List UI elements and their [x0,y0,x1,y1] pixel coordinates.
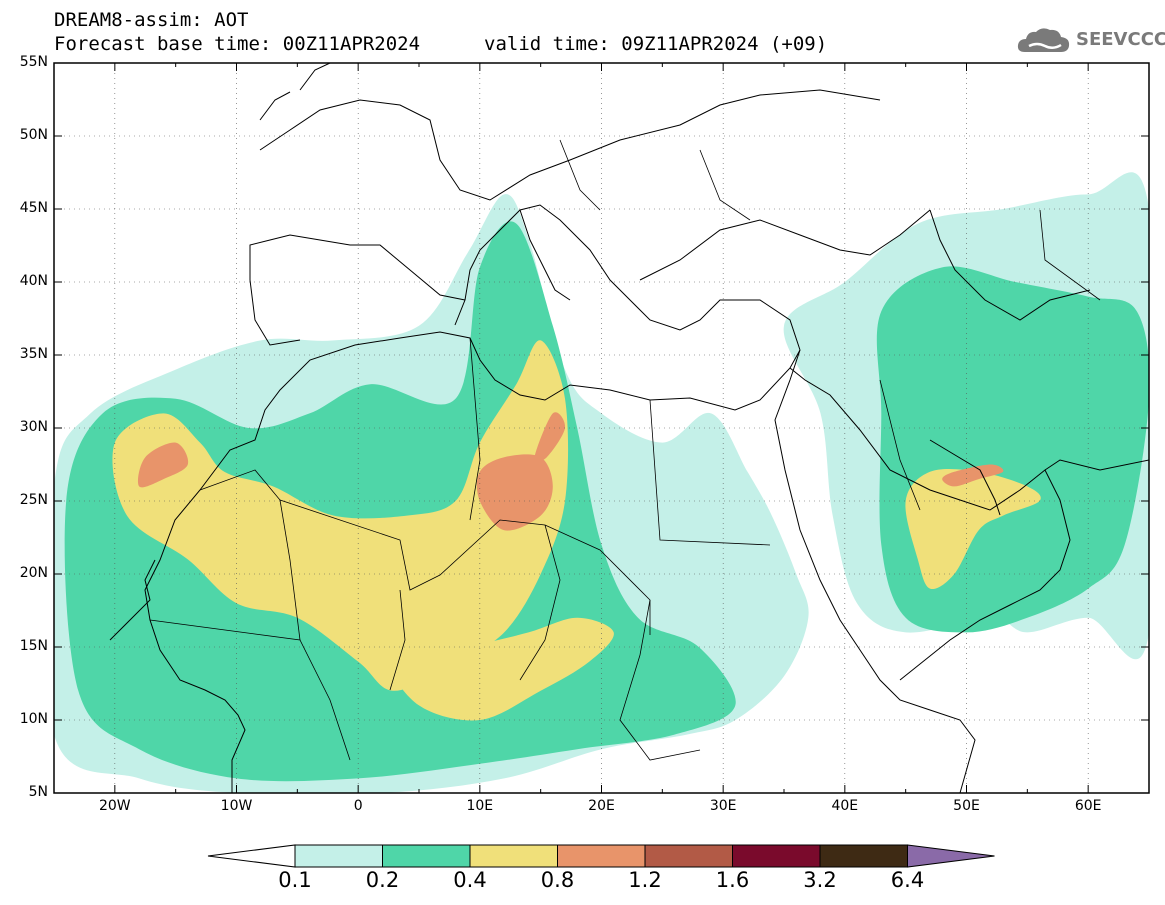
lat-label: 15N [19,638,48,654]
lat-label: 30N [19,419,48,435]
aot-region-9 [534,412,566,462]
cape-verde-coast [109,559,156,641]
colorbar-segment [469,844,558,868]
gridlines [54,63,1149,793]
aot-region-7 [137,442,189,488]
aot-field [54,172,1149,793]
colorbar-label: 1.2 [628,868,662,892]
med-north-coast [454,204,801,351]
lat-label: 50N [19,127,48,143]
colorbar-label: 6.4 [890,868,925,892]
lon-label: 0 [353,798,363,814]
lon-label: 40E [831,798,859,814]
seevccc-cloud-logo [1017,28,1070,52]
aot-region-10 [942,464,1004,487]
colorbar-label: 0.4 [453,868,487,892]
aot-region-5 [392,617,614,721]
country-borders [149,139,1101,761]
lon-label: 20W [98,798,131,814]
colorbar-label: 0.8 [540,868,575,892]
italy [519,209,571,301]
aot-region-4 [112,340,569,691]
axis-ticks [53,62,1150,794]
aot-region-8 [476,454,553,531]
black-sea-turkey [639,209,931,281]
iran-coast [1044,459,1149,471]
lon-label: 10E [466,798,494,814]
lon-label: 10W [220,798,253,814]
colorbar-segment [382,844,471,868]
colorbar-segment [644,844,733,868]
lon-label: 30E [709,798,737,814]
colorbar-label: 3.2 [803,868,837,892]
coastlines [109,63,1149,793]
valid-time: valid time: 09Z11APR2024 (+09) [484,33,828,55]
colorbar-label: 0.1 [278,868,312,892]
colorbar-label: 0.2 [365,868,400,892]
colorbar-segment [557,844,646,868]
logo-text: SEEVCCC [1076,29,1165,50]
lat-label: 35N [19,346,48,362]
lat-label: 45N [19,200,48,216]
map-title: DREAM8-assim: AOT [54,9,249,31]
iberia [249,234,466,346]
colorbar-under-arrow [207,844,296,868]
lat-label: 20N [19,565,48,581]
colorbar-over-arrow [907,844,995,868]
colorbar [207,844,995,868]
base-time: Forecast base time: 00Z11APR2024 [54,33,421,55]
lat-label: 40N [19,273,48,289]
british-isles [259,63,331,121]
forecast-times: Forecast base time: 00Z11APR2024 valid ti… [54,33,827,55]
lon-label: 60E [1074,798,1102,814]
caspian-region [929,209,1091,321]
lat-label: 55N [19,54,48,70]
lon-label: 50E [953,798,980,814]
colorbar-segment [294,844,383,868]
red-sea-east-africa [774,349,976,793]
north-europe [259,89,881,201]
colorbar-segment [819,844,908,868]
lat-label: 10N [19,711,48,727]
persian-gulf [929,439,1001,516]
lat-label: 5N [28,784,48,800]
lat-label: 25N [19,492,48,508]
africa-north-coast [144,331,801,793]
colorbar-label: 1.6 [715,868,750,892]
lon-label: 20E [588,798,615,814]
colorbar-segment [732,844,821,868]
